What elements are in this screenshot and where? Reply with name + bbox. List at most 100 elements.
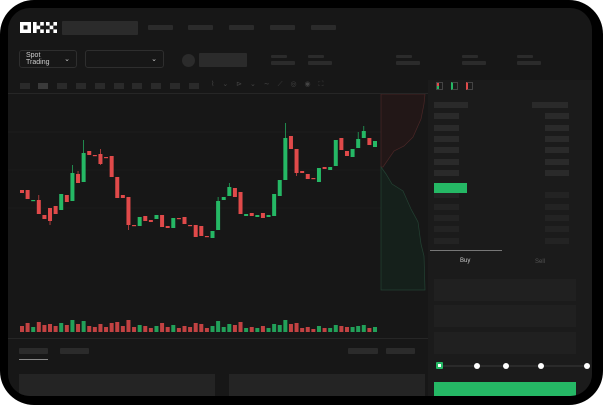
orderbook-price[interactable] bbox=[434, 203, 459, 210]
orderbook-price[interactable] bbox=[434, 124, 459, 131]
candle bbox=[171, 218, 176, 228]
orderbook-price[interactable] bbox=[434, 169, 459, 176]
slider-step-100[interactable] bbox=[584, 363, 590, 369]
timeframe-button[interactable] bbox=[132, 83, 142, 89]
volume-bar bbox=[64, 325, 69, 332]
candle bbox=[81, 153, 86, 182]
timeframe-button[interactable] bbox=[76, 83, 86, 89]
orderbook-asks-icon[interactable] bbox=[466, 82, 473, 90]
volume-bar bbox=[171, 325, 176, 332]
pair-price bbox=[199, 53, 247, 67]
candle bbox=[227, 187, 232, 196]
buy-button[interactable] bbox=[434, 382, 576, 396]
depth-asks-area bbox=[380, 94, 426, 168]
orderbook-price[interactable] bbox=[434, 226, 459, 233]
candle bbox=[31, 200, 36, 202]
timeframe-button[interactable] bbox=[151, 83, 161, 89]
orderbook-price[interactable] bbox=[434, 215, 459, 221]
orderbook-price[interactable] bbox=[434, 192, 459, 199]
candle bbox=[154, 215, 159, 219]
volume-bar bbox=[227, 324, 232, 332]
volume-bar bbox=[126, 320, 131, 332]
candle bbox=[300, 171, 305, 173]
amount-input[interactable] bbox=[434, 305, 576, 327]
candle bbox=[92, 155, 97, 157]
slider-step-50[interactable] bbox=[503, 363, 509, 369]
timeframe-button[interactable] bbox=[57, 83, 67, 89]
bottom-action[interactable] bbox=[386, 348, 415, 354]
orderbook-price[interactable] bbox=[434, 147, 459, 154]
volume-bar bbox=[143, 326, 148, 332]
orderbook-price[interactable] bbox=[434, 158, 459, 165]
timeframe-button[interactable] bbox=[20, 83, 30, 89]
candle bbox=[328, 167, 333, 170]
search-bar[interactable] bbox=[62, 21, 138, 35]
candlestick-chart[interactable] bbox=[8, 94, 428, 334]
bottom-action[interactable] bbox=[348, 348, 378, 354]
stat-label bbox=[396, 55, 412, 58]
total-input[interactable] bbox=[434, 332, 576, 354]
candle bbox=[148, 220, 153, 222]
orderbook-size bbox=[545, 135, 569, 142]
stat-value bbox=[462, 61, 486, 65]
stat-value bbox=[396, 61, 420, 65]
timeframe-button[interactable] bbox=[170, 83, 180, 89]
nav-item[interactable] bbox=[188, 25, 213, 30]
price-input[interactable] bbox=[434, 279, 576, 301]
tab-buy[interactable]: Buy bbox=[460, 258, 471, 264]
candle bbox=[356, 139, 361, 148]
slider-handle[interactable] bbox=[436, 362, 443, 369]
candle bbox=[104, 157, 109, 159]
pair-dropdown[interactable]: ⌄ bbox=[85, 50, 164, 68]
orderbook-size bbox=[545, 147, 569, 154]
orderbook-bids-icon[interactable] bbox=[451, 82, 458, 90]
candle bbox=[322, 167, 327, 169]
volume-bar bbox=[322, 328, 327, 332]
nav-item[interactable] bbox=[270, 25, 295, 30]
nav-item[interactable] bbox=[148, 25, 173, 30]
candle bbox=[36, 200, 41, 214]
volume-bar bbox=[104, 327, 109, 332]
orderbook-price[interactable] bbox=[434, 237, 459, 244]
tab-open-orders[interactable] bbox=[19, 348, 48, 354]
volume-bar bbox=[244, 328, 249, 332]
volume-bar bbox=[120, 326, 125, 332]
volume-bar bbox=[59, 323, 64, 332]
volume-bar bbox=[311, 329, 316, 332]
timeframe-button[interactable] bbox=[189, 83, 199, 89]
timeframe-button[interactable] bbox=[38, 83, 48, 89]
volume-bar bbox=[210, 326, 215, 332]
candle bbox=[373, 141, 377, 147]
orderbook-price[interactable] bbox=[434, 113, 459, 120]
tab-sell[interactable]: Sell bbox=[535, 259, 546, 265]
timeframe-button[interactable] bbox=[95, 83, 105, 89]
candle bbox=[109, 156, 114, 177]
divider bbox=[8, 93, 592, 94]
nav-item[interactable] bbox=[311, 25, 336, 30]
candle bbox=[42, 215, 47, 219]
candle bbox=[87, 151, 92, 155]
stat-label bbox=[308, 55, 324, 58]
candle bbox=[244, 214, 249, 216]
slider-step-25[interactable] bbox=[474, 363, 480, 369]
orderbook-price[interactable] bbox=[434, 135, 459, 142]
orderbook-both-icon[interactable] bbox=[436, 82, 443, 90]
volume-bar bbox=[31, 327, 36, 332]
orderbook-price[interactable] bbox=[434, 102, 468, 108]
market-type-dropdown[interactable]: Spot Trading ⌄ bbox=[19, 50, 77, 68]
chart-tool-icons[interactable]: ⌇ ⌄ ⊳ ⌄ ∼ ⟋ ◎ ◉ ⛶ bbox=[211, 81, 327, 88]
bottom-panel-left bbox=[19, 374, 215, 396]
candle bbox=[339, 138, 344, 150]
candle bbox=[283, 138, 288, 180]
candle bbox=[249, 213, 254, 216]
slider-step-75[interactable] bbox=[538, 363, 544, 369]
candle bbox=[333, 140, 338, 166]
nav-item[interactable] bbox=[229, 25, 254, 30]
timeframe-button[interactable] bbox=[114, 83, 124, 89]
volume-bar bbox=[305, 327, 310, 332]
volume-bar bbox=[300, 328, 305, 332]
orderbook-size bbox=[545, 203, 569, 210]
percent-slider[interactable] bbox=[438, 365, 586, 367]
tab-order-history[interactable] bbox=[60, 348, 89, 354]
volume-bar bbox=[25, 323, 30, 332]
